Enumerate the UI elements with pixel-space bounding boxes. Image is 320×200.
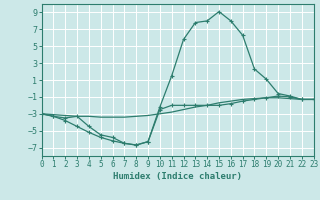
X-axis label: Humidex (Indice chaleur): Humidex (Indice chaleur) xyxy=(113,172,242,181)
